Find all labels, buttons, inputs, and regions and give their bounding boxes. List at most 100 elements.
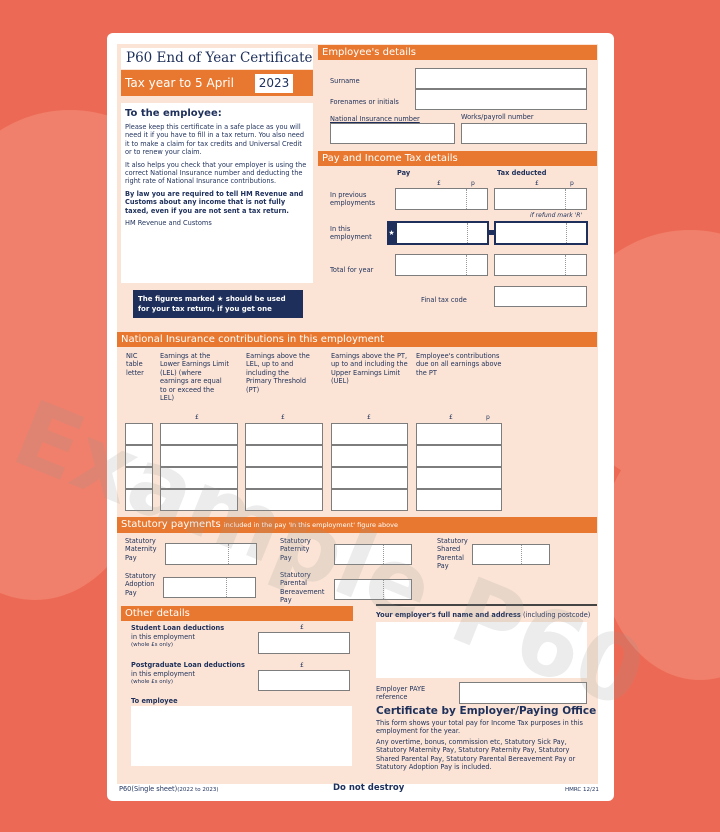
employee-note-heading: To the employee: [125, 108, 222, 119]
student-loan-label: Student Loan deductions [131, 624, 225, 632]
this-employment-pay-field[interactable] [395, 221, 489, 245]
paye-reference-field[interactable] [459, 682, 587, 704]
student-loan-field[interactable] [258, 632, 350, 654]
sap-label: Statutory Adoption Pay [125, 572, 156, 597]
nic-cell[interactable] [160, 467, 238, 489]
nic-cell[interactable] [160, 489, 238, 511]
pound-label: £ [437, 180, 441, 187]
employer-address-label: Your employer's full name and address (i… [376, 611, 591, 619]
paye-reference-label: Employer PAYE reference [376, 685, 426, 702]
postgrad-loan-field[interactable] [258, 670, 350, 691]
nic-cell[interactable] [416, 489, 502, 511]
pound-label: £ [367, 414, 371, 421]
nic-cell[interactable] [245, 445, 323, 467]
tax-year-label: Tax year to 5 April [125, 76, 234, 90]
pound-label: £ [300, 662, 304, 669]
statutory-header-title: Statutory payments [121, 519, 221, 530]
nic-cell[interactable] [245, 489, 323, 511]
employee-note-p3: By law you are required to tell HM Reven… [125, 189, 304, 215]
nic-column-header: NIC table letter [126, 352, 144, 377]
nic-header: National Insurance contributions in this… [117, 332, 597, 347]
nic-cell[interactable] [245, 423, 323, 445]
pay-tax-header: Pay and Income Tax details [318, 151, 597, 166]
certificate-text-2: Any overtime, bonus, commission etc, Sta… [376, 738, 576, 772]
spbp-field[interactable] [334, 579, 412, 600]
nic-cell[interactable] [125, 445, 153, 467]
pound-label: £ [300, 624, 304, 631]
tax-year-value: 2023 [255, 74, 293, 93]
star-note: The figures marked ★ should be used for … [133, 290, 303, 318]
nic-cell[interactable] [160, 445, 238, 467]
certificate-text-1: This form shows your total pay for Incom… [376, 719, 583, 736]
previous-tax-field[interactable] [494, 188, 587, 210]
employee-note-sign: HM Revenue and Customs [125, 219, 212, 228]
nic-column-header: Employee's contributions due on all earn… [416, 352, 502, 377]
nic-column-header: Earnings above the PT, up to and includi… [331, 352, 408, 386]
pence-label: p [570, 180, 574, 187]
pound-label: £ [281, 414, 285, 421]
tax-deducted-column-label: Tax deducted [497, 169, 547, 177]
nic-cell[interactable] [416, 423, 502, 445]
pence-label: p [471, 180, 475, 187]
do-not-destroy: Do not destroy [333, 783, 405, 793]
nic-cell[interactable] [160, 423, 238, 445]
nic-cell[interactable] [416, 445, 502, 467]
nic-cell[interactable] [416, 467, 502, 489]
payroll-number-label: Works/payroll number [461, 113, 534, 121]
form-id: P60(Single sheet)(2022 to 2023) [119, 785, 219, 793]
nic-cell[interactable] [125, 423, 153, 445]
pay-column-label: Pay [397, 169, 411, 177]
this-employment-tax-field[interactable] [494, 221, 588, 245]
nic-cell[interactable] [331, 467, 408, 489]
employee-note-panel: To the employee: Please keep this certif… [121, 103, 313, 283]
refund-mark-note: if refund mark 'R' [530, 212, 583, 219]
total-tax-field[interactable] [494, 254, 587, 276]
surname-field[interactable] [415, 68, 587, 89]
nic-cell[interactable] [125, 489, 153, 511]
postgrad-loan-sub: in this employment [131, 670, 195, 678]
statutory-header: Statutory payments included in the pay '… [117, 517, 597, 533]
postgrad-loan-whole: (whole £s only) [131, 679, 174, 685]
total-for-year-label: Total for year [330, 266, 374, 274]
this-employment-label: In this employment [330, 225, 372, 242]
pound-label: £ [449, 414, 453, 421]
shpp-field[interactable] [472, 544, 550, 565]
postgrad-loan-label: Postgraduate Loan deductions [131, 661, 245, 669]
ni-number-label: National Insurance number [330, 115, 420, 123]
certificate-heading: Certificate by Employer/Paying Office [376, 705, 597, 717]
nic-cell[interactable] [331, 445, 408, 467]
nic-column-header: Earnings at the Lower Earnings Limit (LE… [160, 352, 229, 403]
ni-number-field[interactable] [330, 123, 455, 144]
smp-label: Statutory Maternity Pay [125, 537, 157, 562]
total-pay-field[interactable] [395, 254, 488, 276]
employer-address-field[interactable] [376, 622, 587, 678]
form-version: HMRC 12/21 [565, 787, 599, 793]
final-tax-code-field[interactable] [494, 286, 587, 307]
nic-cell[interactable] [125, 467, 153, 489]
spp-field[interactable] [334, 544, 412, 565]
pence-label: p [486, 414, 490, 421]
nic-cell[interactable] [245, 467, 323, 489]
payroll-number-field[interactable] [461, 123, 587, 144]
document-title: P60 End of Year Certificate [126, 50, 313, 66]
spbp-label: Statutory Parental Bereavement Pay [280, 571, 325, 605]
to-employee-field[interactable] [131, 706, 352, 766]
forenames-field[interactable] [415, 89, 587, 110]
surname-label: Surname [330, 77, 360, 85]
spp-label: Statutory Paternity Pay [280, 537, 311, 562]
forenames-label: Forenames or initials [330, 98, 399, 106]
student-loan-whole: (whole £s only) [131, 642, 174, 648]
employee-details-header: Employee's details [318, 45, 597, 60]
nic-cell[interactable] [331, 489, 408, 511]
nic-cell[interactable] [331, 423, 408, 445]
statutory-header-note: included in the pay 'In this employment'… [223, 521, 398, 529]
smp-field[interactable] [165, 543, 257, 565]
final-tax-code-label: Final tax code [421, 296, 467, 304]
previous-employments-label: In previous employments [330, 191, 376, 208]
pound-label: £ [195, 414, 199, 421]
sap-field[interactable] [163, 577, 256, 598]
employee-note-p1: Please keep this certificate in a safe p… [125, 123, 305, 157]
to-employee-label: To employee [131, 697, 178, 705]
previous-pay-field[interactable] [395, 188, 488, 210]
employee-note-p2: It also helps you check that your employ… [125, 160, 307, 186]
